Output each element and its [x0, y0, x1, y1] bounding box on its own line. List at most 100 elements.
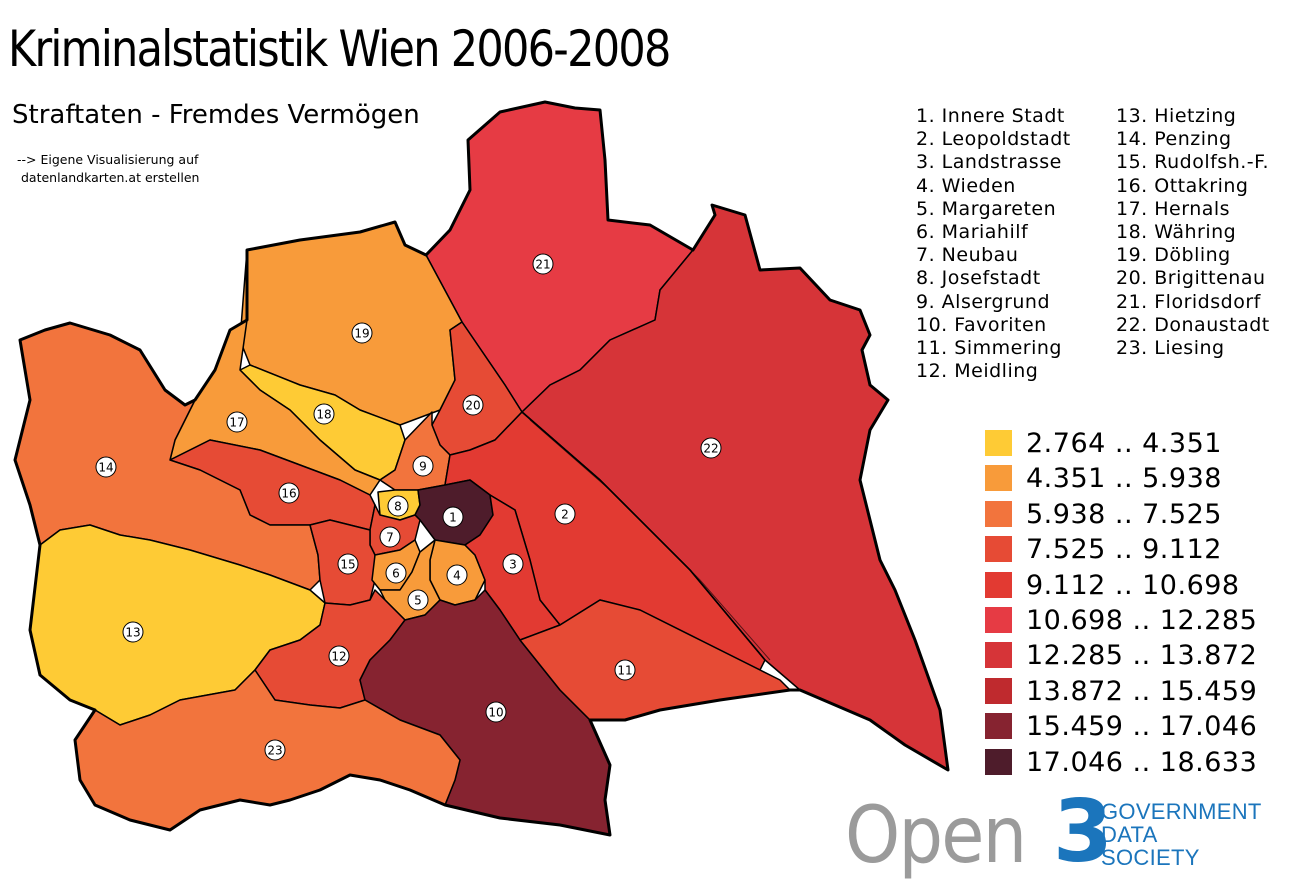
district-badge-12: 12: [328, 645, 350, 667]
district-badge-circle: [95, 456, 117, 478]
district-badge-circle: [278, 482, 300, 504]
district-list-item: 2. Leopoldstadt: [916, 128, 1071, 151]
district-badge-7: 7: [379, 526, 401, 548]
district-badge-number: 6: [392, 567, 400, 581]
district-badge-circle: [226, 411, 248, 433]
district-badge-23: 23: [264, 739, 286, 761]
district-badge-16: 16: [278, 482, 300, 504]
district-badge-circle: [412, 455, 434, 477]
district-badge-number: 1: [449, 511, 457, 525]
district-badge-circle: [462, 394, 484, 416]
legend-swatch: [985, 571, 1012, 598]
district-list-item: 5. Margareten: [916, 197, 1057, 220]
district-list-item: 13. Hietzing: [1116, 105, 1237, 127]
logo-org-line-3: SOCIETY: [1101, 845, 1200, 870]
district-badge-circle: [122, 621, 144, 643]
district-badge-20: 20: [462, 394, 484, 416]
legend-swatch: [985, 465, 1012, 492]
district-badge-number: 13: [125, 626, 140, 640]
district-badge-circle: [387, 495, 409, 517]
district-badge-number: 21: [535, 258, 550, 272]
district-badge-circle: [442, 506, 464, 528]
legend-swatch: [985, 500, 1012, 527]
district-list-item: 11. Simmering: [916, 336, 1062, 359]
district-list-column-2: 13. Hietzing 14. Penzing 15. Rudolfsh.-F. 1…: [1116, 105, 1270, 360]
district-badge-number: 23: [267, 744, 282, 758]
district-badge-10: 10: [485, 701, 507, 723]
district-badge-circle: [264, 739, 286, 761]
legend-swatch: [985, 642, 1012, 669]
district-badge-number: 9: [419, 460, 427, 474]
district-badge-number: 12: [331, 650, 346, 664]
map-subtitle: Straftaten - Fremdes Vermögen: [12, 100, 420, 130]
district-badge-6: 6: [385, 562, 407, 584]
legend-swatch: [985, 607, 1012, 633]
district-list-item: 19. Döbling: [1116, 244, 1231, 267]
legend-swatch: [985, 536, 1012, 563]
legend-label: 12.285 .. 13.872: [1026, 640, 1258, 672]
district-list-item: 15. Rudolfsh.-F.: [1116, 151, 1270, 174]
district-badge-circle: [614, 659, 636, 681]
district-badge-circle: [337, 553, 359, 575]
district-badge-circle: [351, 322, 373, 344]
district-badge-circle: [485, 701, 507, 723]
district-badge-8: 8: [387, 495, 409, 517]
district-badge-number: 5: [414, 594, 422, 608]
district-badge-number: 19: [354, 327, 369, 341]
district-badge-circle: [554, 503, 576, 525]
district-list-item: 23. Liesing: [1116, 336, 1225, 359]
district-list-item: 7. Neubau: [916, 244, 1019, 267]
district-badge-21: 21: [532, 253, 554, 275]
district-badge-11: 11: [614, 659, 636, 681]
district-badge-circle: [385, 562, 407, 584]
district-badge-9: 9: [412, 455, 434, 477]
district-badge-number: 8: [394, 500, 402, 514]
note-line-1: --> Eigene Visualisierung auf: [17, 152, 199, 167]
legend-label: 2.764 .. 4.351: [1026, 428, 1222, 459]
district-badge-number: 4: [453, 569, 461, 583]
district-list-item: 20. Brigittenau: [1116, 267, 1266, 290]
district-badge-number: 10: [488, 706, 503, 720]
district-badge-17: 17: [226, 411, 248, 433]
district-badge-number: 15: [340, 558, 355, 572]
logo-org-line-1: GOVERNMENT: [1101, 799, 1262, 824]
district-badge-number: 11: [617, 664, 632, 678]
district-list-item: 16. Ottakring: [1116, 174, 1249, 197]
legend-swatch: [985, 713, 1012, 740]
logo-open-text: Open: [845, 791, 1027, 881]
district-badge-number: 18: [316, 408, 331, 422]
district-badge-5: 5: [407, 589, 429, 611]
legend-label: 7.525 .. 9.112: [1026, 534, 1222, 566]
legend-label: 10.698 .. 12.285: [1026, 605, 1258, 636]
district-badge-number: 22: [703, 442, 718, 456]
district-badge-number: 14: [98, 461, 113, 475]
district-badge-18: 18: [313, 403, 335, 425]
district-badge-circle: [502, 553, 524, 575]
district-badge-number: 20: [465, 399, 480, 413]
district-badge-3: 3: [502, 553, 524, 575]
legend-swatch: [985, 430, 1012, 456]
district-list-column-1: 1. Innere Stadt 2. Leopoldstadt 3. Landstr…: [916, 105, 1071, 383]
legend-label: 4.351 .. 5.938: [1026, 463, 1222, 495]
district-badge-circle: [446, 564, 468, 586]
district-list-item: 12. Meidling: [916, 360, 1039, 383]
district-badge-circle: [407, 589, 429, 611]
visualisation-note[interactable]: --> Eigene Visualisierung auf datenlandk…: [17, 151, 199, 187]
district-badge-2: 2: [554, 503, 576, 525]
logo-org-line-2: DATA: [1101, 822, 1158, 847]
district-badge-number: 2: [561, 508, 569, 522]
district-badge-number: 3: [509, 558, 517, 572]
legend-label: 13.872 .. 15.459: [1026, 675, 1258, 707]
note-line-2: datenlandkarten.at erstellen: [21, 170, 200, 185]
district-badge-number: 16: [281, 487, 296, 501]
district-list-item: 4. Wieden: [916, 174, 1016, 197]
district-badge-circle: [532, 253, 554, 275]
legend-swatch: [985, 748, 1012, 775]
district-list-item: 18. Währing: [1116, 220, 1237, 243]
open3-logo[interactable]: Open 3 GOVERNMENT DATA SOCIETY: [845, 782, 1285, 883]
legend-label: 15.459 .. 17.046: [1026, 711, 1258, 743]
district-badge-4: 4: [446, 564, 468, 586]
district-badge-number: 7: [386, 531, 394, 545]
district-list-item: 3. Landstrasse: [916, 151, 1062, 174]
